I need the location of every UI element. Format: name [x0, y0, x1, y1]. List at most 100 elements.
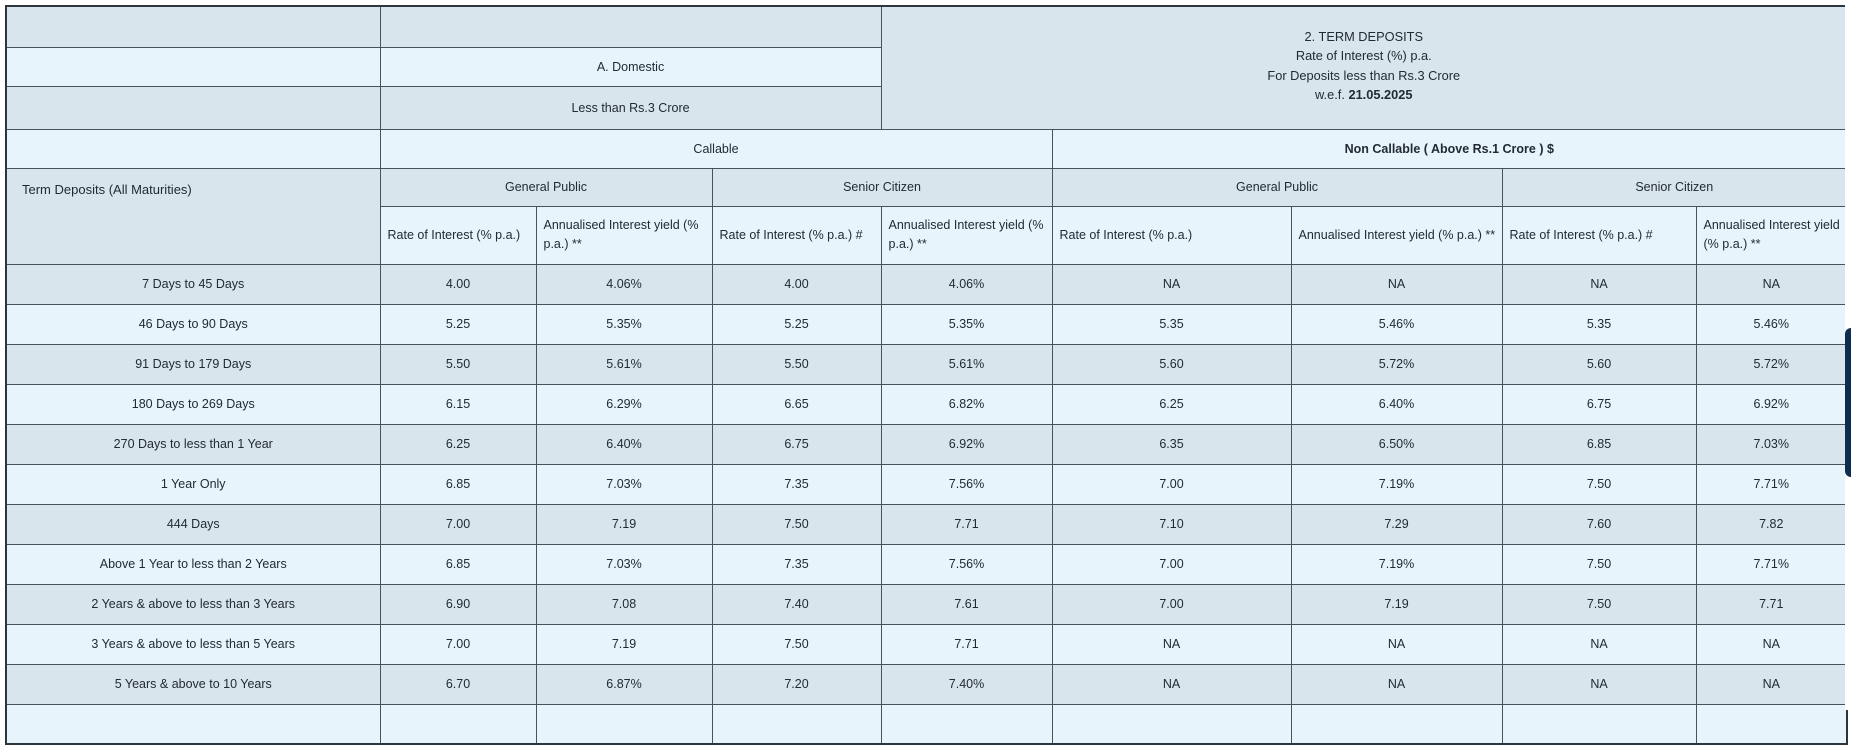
value-cell [1290, 703, 1503, 745]
table-row: 5 Years & above to 10 Years 6.70 6.87% 7… [5, 663, 1848, 705]
value-cell: 7.00 [1051, 583, 1292, 625]
empty-cell [5, 128, 381, 169]
value-cell: NA [1290, 663, 1503, 705]
table-row: 91 Days to 179 Days 5.50 5.61% 5.50 5.61… [5, 343, 1848, 385]
value-cell: 6.15 [379, 383, 537, 425]
value-cell: 7.00 [379, 503, 537, 545]
term-deposits-rate-table: 2. TERM DEPOSITS Rate of Interest (%) p.… [5, 5, 1849, 745]
value-cell: 5.35 [1501, 303, 1697, 345]
value-cell: 7.61 [880, 583, 1053, 625]
effective-date: 21.05.2025 [1348, 87, 1413, 103]
value-cell: 7.19 [535, 623, 713, 665]
table-row: Above 1 Year to less than 2 Years 6.85 7… [5, 543, 1848, 585]
value-cell: 7.03% [535, 463, 713, 505]
value-cell: 7.71 [880, 623, 1053, 665]
col-header-rate-noncallable-gp: Rate of Interest (% p.a.) [1051, 205, 1292, 265]
value-cell: 6.82% [880, 383, 1053, 425]
value-cell [379, 703, 537, 745]
value-cell: 5.61% [535, 343, 713, 385]
value-cell [711, 703, 882, 745]
table-row: 2 Years & above to less than 3 Years 6.9… [5, 583, 1848, 625]
value-cell: 7.50 [711, 623, 882, 665]
maturity-cell: 2 Years & above to less than 3 Years [5, 583, 381, 625]
value-cell: 7.71 [880, 503, 1053, 545]
maturity-cell: 46 Days to 90 Days [5, 303, 381, 345]
value-cell: 6.92% [1695, 383, 1848, 425]
value-cell: 6.85 [379, 543, 537, 585]
value-cell: 7.19% [1290, 463, 1503, 505]
value-cell: 6.65 [711, 383, 882, 425]
table-row: 180 Days to 269 Days 6.15 6.29% 6.65 6.8… [5, 383, 1848, 425]
value-cell: 5.60 [1501, 343, 1697, 385]
col-header-rate-callable-sc: Rate of Interest (% p.a.) # [711, 205, 882, 265]
value-cell: 5.50 [379, 343, 537, 385]
value-cell: 6.92% [880, 423, 1053, 465]
value-cell: 7.08 [535, 583, 713, 625]
value-cell [1501, 703, 1697, 745]
maturity-cell: 7 Days to 45 Days [5, 263, 381, 305]
header-row-callable: Callable Non Callable ( Above Rs.1 Crore… [5, 128, 1848, 169]
value-cell: 7.40 [711, 583, 882, 625]
maturity-cell: 91 Days to 179 Days [5, 343, 381, 385]
value-cell: 7.50 [1501, 583, 1697, 625]
value-cell: 7.29 [1290, 503, 1503, 545]
domestic-cell: A. Domestic [379, 46, 882, 87]
table-row: 3 Years & above to less than 5 Years 7.0… [5, 623, 1848, 665]
section-title: 2. TERM DEPOSITS [1304, 28, 1424, 44]
wef-prefix: w.e.f. [1315, 87, 1345, 103]
table-row: 1 Year Only 6.85 7.03% 7.35 7.56% 7.00 7… [5, 463, 1848, 505]
value-cell [1695, 703, 1848, 745]
value-cell [535, 703, 713, 745]
value-cell: 6.87% [535, 663, 713, 705]
value-cell: 7.03% [1695, 423, 1848, 465]
value-cell: 7.19 [535, 503, 713, 545]
value-cell: 7.60 [1501, 503, 1697, 545]
header-row-columns: Rate of Interest (% p.a.) Annualised Int… [6, 205, 1848, 265]
value-cell: NA [1695, 263, 1848, 305]
group-callable-senior-citizen: Senior Citizen [711, 167, 1053, 207]
value-cell: 7.50 [1501, 463, 1697, 505]
value-cell: 7.71% [1695, 463, 1848, 505]
value-cell: 5.35% [535, 303, 713, 345]
col-header-rate-noncallable-sc: Rate of Interest (% p.a.) # [1501, 205, 1697, 265]
value-cell: 7.00 [1051, 463, 1292, 505]
value-cell: 4.00 [711, 263, 882, 305]
value-cell: 7.19 [1290, 583, 1503, 625]
col-header-yield-callable-sc: Annualised Interest yield (% p.a.) ** [880, 205, 1053, 265]
value-cell: 7.56% [880, 543, 1053, 585]
maturities-header-cell: Term Deposits (All Maturities) [5, 167, 381, 265]
value-cell: NA [1290, 263, 1503, 305]
maturity-cell: Above 1 Year to less than 2 Years [5, 543, 381, 585]
maturity-cell: 270 Days to less than 1 Year [5, 423, 381, 465]
maturity-cell [5, 703, 381, 745]
maturity-cell: 180 Days to 269 Days [5, 383, 381, 425]
value-cell: 4.00 [379, 263, 537, 305]
value-cell: 7.71% [1695, 543, 1848, 585]
value-cell [1051, 703, 1292, 745]
col-header-yield-callable-gp: Annualised Interest yield (% p.a.) ** [535, 205, 713, 265]
vertical-scrollbar-thumb[interactable] [1845, 328, 1851, 477]
value-cell: 5.61% [880, 343, 1053, 385]
col-header-yield-noncallable-gp: Annualised Interest yield (% p.a.) ** [1290, 205, 1503, 265]
table-row: 7 Days to 45 Days 4.00 4.06% 4.00 4.06% … [5, 263, 1848, 305]
callable-header-cell: Callable [379, 128, 1053, 169]
value-cell: 7.35 [711, 463, 882, 505]
term-deposits-rate-section: 2. TERM DEPOSITS Rate of Interest (%) p.… [5, 5, 1849, 745]
value-cell: NA [1051, 623, 1292, 665]
value-cell: 5.72% [1695, 343, 1848, 385]
corner-empty-cell [5, 5, 381, 48]
maturity-cell: 1 Year Only [5, 463, 381, 505]
table-row: 444 Days 7.00 7.19 7.50 7.71 7.10 7.29 7… [5, 503, 1848, 545]
value-cell: 6.70 [379, 663, 537, 705]
value-cell: 5.35% [880, 303, 1053, 345]
value-cell: 6.25 [379, 423, 537, 465]
value-cell: 6.85 [379, 463, 537, 505]
value-cell: 7.71 [1695, 583, 1848, 625]
empty-cell [5, 85, 381, 130]
section-subtitle-rate: Rate of Interest (%) p.a. [1295, 48, 1432, 64]
section-subtitle-band: For Deposits less than Rs.3 Crore [1267, 67, 1461, 83]
vertical-scrollbar-track[interactable] [1845, 0, 1851, 710]
maturity-cell: 3 Years & above to less than 5 Years [5, 623, 381, 665]
value-cell: 7.50 [711, 503, 882, 545]
value-cell: 6.75 [711, 423, 882, 465]
